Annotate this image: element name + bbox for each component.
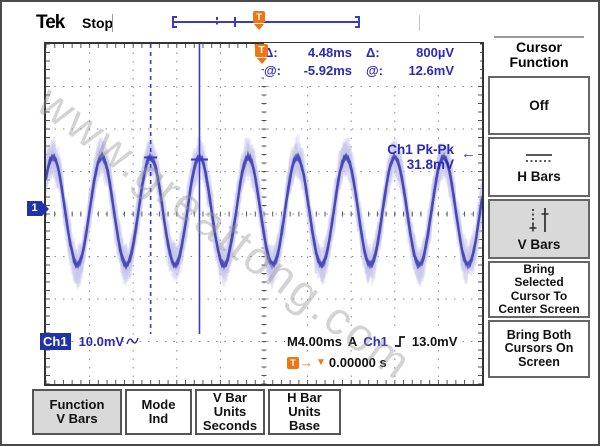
at-time-value: -5.92ms	[303, 62, 352, 78]
ac-coupling-icon	[126, 337, 139, 345]
cursor1-position-tick	[216, 17, 218, 27]
trigger-source: Ch1	[363, 334, 388, 349]
trigger-position-marker-bar: T	[253, 11, 265, 30]
label-line: Cursor To	[510, 288, 568, 303]
side-menu-title-line1: Cursor	[516, 39, 562, 55]
graticule	[44, 42, 484, 386]
button-off[interactable]: Off	[488, 76, 590, 135]
at-volt-value: 12.6mV	[408, 62, 454, 78]
label-line: Center Screen	[498, 302, 580, 316]
record-bracket-right	[355, 16, 360, 28]
trigger-position-value: 0.00000 s	[328, 355, 387, 370]
h-bars-icon	[526, 153, 552, 162]
cursor2-position-tick	[234, 17, 236, 27]
at-label: @:	[264, 62, 282, 78]
at-label-2: @:	[366, 62, 384, 78]
button-h-bars[interactable]: H Bars	[488, 137, 590, 197]
label-line: Cursors On	[504, 341, 574, 356]
channel1-badge: Ch1	[40, 333, 71, 350]
tek-logo: Tek	[36, 12, 65, 33]
menu-label: Function	[49, 397, 105, 412]
label-line: Selected	[514, 275, 564, 289]
menu-button-mode[interactable]: Mode Ind	[125, 389, 192, 435]
arrow-right-icon: →	[300, 355, 313, 370]
channel1-marker-arrow	[42, 201, 49, 216]
menu-label: Mode	[141, 397, 176, 412]
trigger-t-icon: T	[253, 11, 265, 23]
waveform-display	[46, 44, 482, 384]
trigger-down-arrow-icon	[254, 24, 264, 30]
label-line: Screen	[518, 354, 560, 369]
menu-label: Base	[288, 418, 321, 433]
button-v-bars-label: V Bars	[517, 236, 561, 252]
menu-button-vbar-units[interactable]: V Bar Units Seconds	[195, 389, 265, 435]
v-bars-icon	[529, 207, 549, 232]
trigger-readout: M4.00ms A Ch1 13.0mV	[285, 333, 460, 350]
measurement-pkpk-value: 31.8mV	[406, 157, 454, 172]
channel1-scale-value: 10.0mV	[78, 334, 125, 349]
side-menu-divider	[494, 36, 584, 38]
channel1-marker-label: 1	[27, 201, 42, 217]
timebase-value: M4.00ms	[287, 334, 342, 349]
channel1-scale-readout: Ch1 10.0mV	[40, 333, 139, 350]
label-line: Bring	[523, 261, 555, 276]
menu-button-hbar-units[interactable]: H Bar Units Base	[268, 389, 341, 435]
delta-time-value: 4.48ms	[307, 44, 352, 60]
menu-label: Units	[288, 404, 321, 419]
acq-mode: A	[347, 334, 358, 349]
delta-volt-value: 800µV	[416, 44, 454, 60]
side-menu-title-line2: Function	[509, 54, 569, 70]
triangle-down-icon: ▼	[316, 357, 326, 368]
bottom-menu: Function V Bars Mode Ind V Bar Units Sec…	[32, 389, 341, 435]
header-separator-2	[419, 15, 420, 31]
menu-label: V Bars	[56, 411, 98, 426]
menu-label: H Bar	[287, 390, 322, 405]
rising-edge-icon	[394, 336, 405, 347]
cursor-delta-row: Δ: 4.48ms Δ: 800µV	[264, 43, 480, 61]
trigger-position-readout: T → ▼ 0.00000 s	[285, 354, 389, 371]
button-h-bars-label: H Bars	[517, 168, 561, 184]
trigger-level-arrow-icon: ←	[461, 144, 476, 162]
cursor-readout-box: Δ: 4.48ms Δ: 800µV @: -5.92ms @: 12.6mV	[264, 43, 480, 81]
measurement-pkpk-label: Ch1 Pk-Pk	[387, 142, 454, 157]
record-view-bar	[172, 16, 360, 28]
menu-label: Ind	[148, 411, 169, 426]
cursor-at-row: @: -5.92ms @: 12.6mV	[264, 61, 480, 79]
header-separator	[112, 14, 113, 32]
menu-button-function[interactable]: Function V Bars	[32, 389, 122, 435]
button-bring-selected-cursor[interactable]: Bring Selected Cursor To Center Screen	[488, 261, 590, 318]
side-menu: Cursor Function Off H Bars V Bars Bring	[488, 36, 590, 380]
button-v-bars[interactable]: V Bars	[488, 199, 590, 259]
channel1-position-marker: 1	[27, 201, 49, 217]
record-bracket-left	[172, 16, 177, 28]
side-menu-title: Cursor Function	[488, 40, 590, 70]
button-off-label: Off	[529, 98, 549, 113]
trigger-t-icon: T	[255, 44, 268, 57]
acquisition-status: Stop	[82, 15, 114, 31]
menu-label: V Bar	[213, 390, 247, 405]
label-line: Bring Both	[506, 327, 572, 342]
trigger-t-icon: T	[287, 356, 299, 369]
trigger-level-value: 13.0mV	[411, 334, 458, 349]
trigger-position-marker-graticule: T	[255, 44, 268, 64]
measurement-pkpk: Ch1 Pk-Pk 31.8mV	[332, 142, 454, 172]
delta-label-2: Δ:	[366, 44, 380, 60]
menu-label: Units	[213, 404, 247, 419]
menu-label: Seconds	[202, 418, 258, 433]
trigger-down-arrow-icon	[256, 58, 267, 64]
button-bring-both-cursors[interactable]: Bring Both Cursors On Screen	[488, 320, 590, 378]
